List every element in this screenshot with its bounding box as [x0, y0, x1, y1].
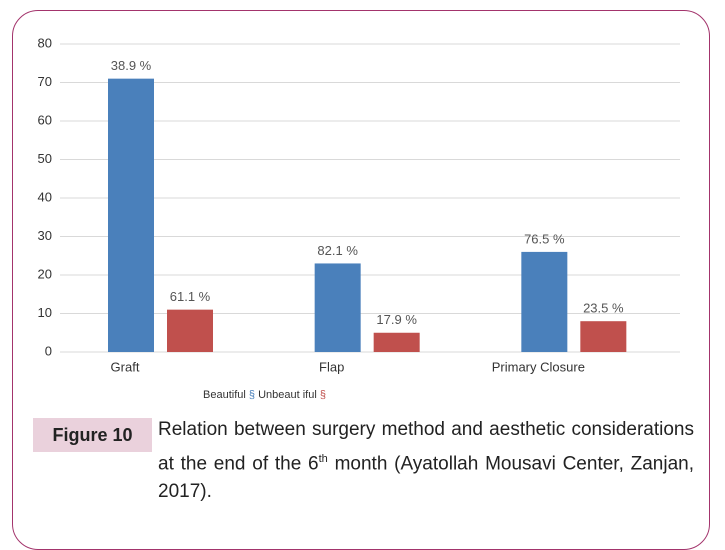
bar-annotation: 23.5 % [583, 301, 624, 316]
bar [167, 309, 213, 352]
y-tick-label: 30 [38, 228, 52, 243]
caption-label: Figure 10 [33, 418, 152, 452]
caption-text-before: Relation between surgery method and aest… [158, 419, 694, 474]
x-tick-label: Graft [111, 359, 140, 374]
bar-annotation: 17.9 % [376, 312, 417, 327]
caption-text: Relation between surgery method and aest… [158, 416, 694, 507]
legend-label: Unbeaut iful [258, 389, 317, 401]
bar [108, 78, 154, 353]
caption-superscript: th [318, 452, 328, 465]
page: {"chart_data": {"type": "bar", "categori… [12, 10, 710, 550]
legend-marker: § [320, 389, 326, 401]
x-tick-label: Flap [319, 359, 344, 374]
caption-text-after: month (Ayatollah Mousavi Center, Zanjan,… [158, 452, 694, 503]
legend: Beautiful § Unbeaut iful § [203, 389, 326, 401]
y-tick-label: 0 [45, 343, 52, 358]
y-tick-label: 40 [38, 189, 52, 204]
y-tick-label: 10 [38, 305, 52, 320]
bar [373, 332, 420, 352]
x-tick-label: Primary Closure [492, 359, 585, 374]
y-tick-label: 80 [38, 35, 52, 50]
y-tick-label: 70 [38, 74, 52, 89]
bar [521, 251, 568, 352]
bar-annotation: 61.1 % [170, 289, 211, 304]
chart: 0 10 20 30 40 50 60 70 80 Graft 38.9 % 61.1 % Flap 82… [38, 35, 680, 401]
bar-annotation: 82.1 % [317, 243, 358, 258]
y-tick-label: 60 [38, 112, 52, 127]
bar-annotation: 76.5 % [524, 231, 565, 246]
legend-marker: § [249, 389, 255, 401]
bar [314, 263, 361, 352]
y-tick-label: 20 [38, 266, 52, 281]
legend-label: Beautiful [203, 389, 246, 401]
y-tick-label: 50 [38, 151, 52, 166]
bar [580, 321, 627, 352]
bar-annotation: 38.9 % [111, 58, 152, 73]
